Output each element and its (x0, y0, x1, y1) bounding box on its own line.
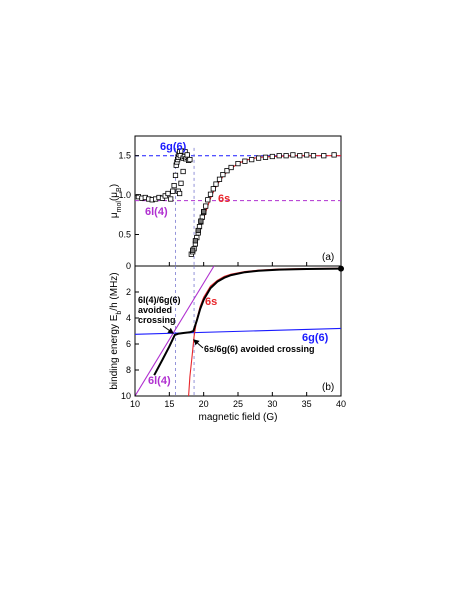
data-point-6s-28 (297, 153, 303, 159)
data-point-6l(4)-13 (172, 172, 179, 178)
b-xtick-label-5: 35 (302, 399, 312, 409)
endpoint-dot (338, 265, 344, 272)
data-point-6s-12 (207, 191, 214, 197)
a-ytick-label-2: 1.5 (118, 151, 131, 161)
panel-a-x-ticks (134, 262, 342, 266)
data-point-6s-26 (283, 153, 289, 159)
ylabel-b-sub: b (116, 311, 123, 315)
data-point-6s-20 (242, 158, 248, 164)
data-point-6l(4)-9 (165, 190, 171, 197)
data-point-6l(4)-27 (187, 156, 193, 163)
a-ytick-label-1: 1.0 (118, 190, 131, 200)
data-point-6s-24 (269, 153, 275, 160)
annotation-6g6-a: 6g(6) (160, 141, 187, 153)
b-xtick-label-3: 25 (233, 399, 243, 409)
panel-b-label: (b) (322, 382, 334, 393)
data-point-6l(4)-30 (178, 180, 184, 186)
b-xtick-label-0: 10 (130, 399, 140, 409)
panel-a-data-points (135, 148, 337, 257)
data-point-6l(4)-31 (180, 168, 186, 175)
annotation-6s-6g6-crossing: 6s/6g(6) avoided crossing (204, 344, 315, 354)
annotation-6l4-6g6-crossing: 6l(4)/6g(6) avoided crossing (138, 295, 183, 325)
data-point-6s-17 (224, 168, 230, 174)
data-point-6s-30 (310, 153, 317, 159)
data-point-6s-15 (216, 176, 223, 182)
b-xtick-label-6: 40 (336, 399, 346, 409)
panel-b-chart: 0 2 4 6 8 10 10 15 20 25 30 35 40 (b) 6s 6g(6) 6l(4… (109, 261, 346, 423)
panel-b-x-ticks: 10 15 20 25 30 35 40 (130, 392, 346, 409)
panel-a-chart: 0.5 1.0 1.5 (a) 6g(6) 6l(4) 6s μmol(μB) (109, 135, 342, 267)
ylabel-a-main: μ (109, 212, 120, 218)
data-point-6s-22 (255, 155, 262, 161)
ylabel-a-sub: mol (116, 201, 123, 213)
data-point-6s-32 (331, 152, 337, 158)
b-xtick-label-4: 30 (267, 399, 277, 409)
crossing-line-2: avoided (138, 305, 172, 315)
line-bound-state (153, 267, 342, 376)
b-xtick-label-1: 15 (164, 399, 174, 409)
panel-a-y-axis-label: μmol(μB) (109, 184, 123, 218)
panel-a-label: (a) (322, 252, 334, 263)
panel-b-vertical-guides (175, 266, 195, 396)
b-xtick-label-2: 20 (199, 399, 209, 409)
data-point-6s-21 (249, 156, 255, 163)
data-point-6s-25 (276, 153, 282, 159)
data-point-6s-16 (220, 171, 226, 178)
ylabel-a-unit: (μ (109, 192, 120, 201)
arrow-6s-6g6 (193, 339, 204, 349)
data-point-6s-filled-0 (190, 247, 196, 253)
line-6l(4) (134, 265, 215, 397)
data-point-6l(4)-11 (170, 188, 176, 194)
b-ytick-label-5: 10 (121, 391, 131, 401)
ylabel-a-unit-sub: B (116, 187, 123, 192)
crossing-line-1: 6l(4)/6g(6) (138, 295, 181, 305)
data-point-6s-filled-1 (192, 238, 198, 244)
a-ytick-label-0: 0.5 (118, 229, 131, 239)
annotation-6l4-b: 6l(4) (148, 375, 171, 387)
data-point-6s-18 (228, 164, 234, 171)
data-point-6s-filled-4 (201, 208, 207, 215)
data-point-6l(4)-33 (184, 152, 190, 158)
annotation-6g6-b: 6g(6) (302, 332, 329, 344)
annotation-6s-a: 6s (218, 193, 230, 205)
panel-b-y-ticks: 0 2 4 6 8 10 (121, 261, 139, 401)
ylabel-b-unit: /h (MHz) (109, 272, 120, 310)
data-point-6l(4)-10 (168, 196, 174, 202)
data-point-6s-19 (235, 160, 241, 167)
ylabel-a-close: ) (109, 184, 120, 187)
fit-curve-6s (190, 155, 341, 257)
panel-b-x-axis-label: magnetic field (G) (199, 412, 278, 423)
ylabel-b-main: binding energy E (109, 314, 120, 389)
data-point-6s-23 (262, 154, 269, 160)
b-ytick-label-2: 4 (126, 313, 131, 323)
annotation-6s-b: 6s (205, 296, 217, 308)
b-ytick-label-0: 0 (126, 261, 131, 271)
data-point-6s-filled-2 (195, 227, 201, 234)
data-point-6s-14 (213, 181, 219, 187)
panel-a-fit-curve (190, 155, 341, 257)
data-point-6s-29 (304, 152, 310, 158)
data-point-6l(4)-29 (176, 190, 183, 197)
panel-b-lines (134, 265, 344, 397)
data-point-6s-27 (290, 152, 296, 158)
crossing-line-3: crossing (138, 315, 176, 325)
b-ytick-label-4: 8 (126, 365, 131, 375)
data-point-6s-10 (203, 203, 209, 209)
data-point-6s-11 (205, 197, 211, 203)
panel-a-y-ticks: 0.5 1.0 1.5 (118, 151, 139, 239)
panel-b-y-axis-label: binding energy Eb/h (MHz) (109, 272, 123, 389)
data-point-6s-31 (321, 153, 327, 159)
data-point-6l(4)-12 (171, 182, 177, 189)
b-ytick-label-1: 2 (126, 287, 131, 297)
annotation-6l4-a: 6l(4) (145, 206, 168, 218)
arrow-6l4-6g6 (162, 325, 174, 334)
data-point-6s-filled-3 (198, 218, 204, 224)
b-ytick-label-3: 6 (126, 339, 131, 349)
data-point-6s-13 (210, 186, 216, 192)
